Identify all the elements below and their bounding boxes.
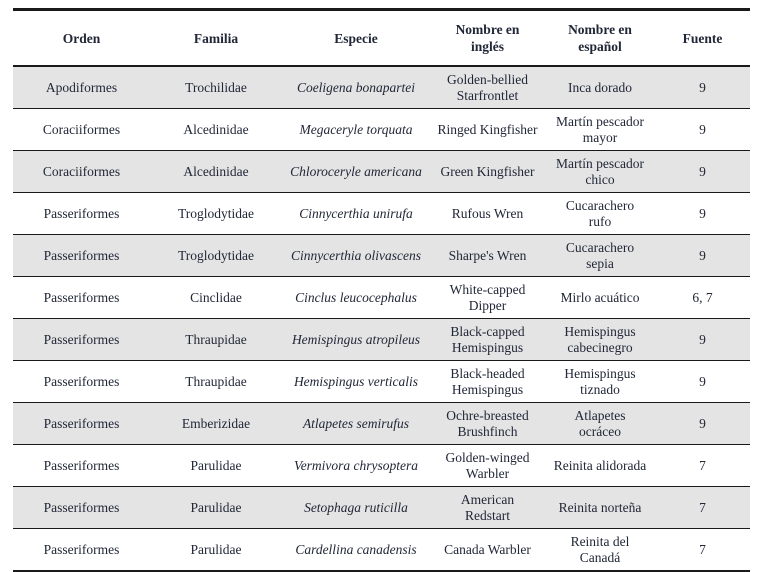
cell-nombre-ingles: White-capped Dipper [430,276,545,319]
cell-nombre-espanol: Reinita norteña [545,486,655,529]
cell-nombre-espanol: Hemispingus tiznado [545,360,655,403]
cell-familia: Emberizidae [150,402,282,445]
cell-nombre-ingles: Black-capped Hemispingus [430,318,545,361]
cell-fuente: 6, 7 [655,276,750,319]
cell-orden: Passeriformes [13,318,150,361]
cell-nombre-ingles: American Redstart [430,486,545,529]
cell-especie: Cinnycerthia olivascens [282,234,430,277]
cell-especie: Cinclus leucocephalus [282,276,430,319]
cell-nombre-ingles: Ochre-breasted Brushfinch [430,402,545,445]
table-row: Passeriformes Thraupidae Hemispingus atr… [13,318,750,361]
cell-fuente: 9 [655,192,750,235]
cell-nombre-ingles: Black-headed Hemispingus [430,360,545,403]
table-row: Passeriformes Emberizidae Atlapetes semi… [13,402,750,445]
cell-fuente: 9 [655,402,750,445]
cell-familia: Troglodytidae [150,234,282,277]
cell-fuente: 7 [655,444,750,487]
cell-fuente: 9 [655,66,750,109]
cell-especie: Coeligena bonapartei [282,66,430,109]
cell-nombre-espanol: Cucarachero sepia [545,234,655,277]
cell-nombre-espanol: Atlapetes ocráceo [545,402,655,445]
cell-orden: Passeriformes [13,360,150,403]
table-row: Passeriformes Troglodytidae Cinnycerthia… [13,192,750,235]
table-row: Coraciiformes Alcedinidae Chloroceryle a… [13,150,750,193]
cell-orden: Passeriformes [13,192,150,235]
cell-fuente: 9 [655,108,750,151]
table-row: Passeriformes Thraupidae Hemispingus ver… [13,360,750,403]
cell-nombre-espanol: Hemispingus cabecinegro [545,318,655,361]
cell-nombre-espanol: Mirlo acuático [545,276,655,319]
table-row: Coraciiformes Alcedinidae Megaceryle tor… [13,108,750,151]
table-row: Passeriformes Troglodytidae Cinnycerthia… [13,234,750,277]
cell-orden: Passeriformes [13,528,150,572]
cell-familia: Parulidae [150,444,282,487]
cell-especie: Chloroceryle americana [282,150,430,193]
cell-orden: Passeriformes [13,444,150,487]
cell-fuente: 7 [655,486,750,529]
cell-fuente: 7 [655,528,750,572]
cell-fuente: 9 [655,360,750,403]
table-row: Passeriformes Parulidae Cardellina canad… [13,528,750,572]
col-header-nombre-espanol: Nombre en español [545,9,655,67]
cell-nombre-espanol: Reinita del Canadá [545,528,655,572]
table-row: Apodiformes Trochilidae Coeligena bonapa… [13,66,750,109]
col-header-fuente: Fuente [655,9,750,67]
cell-familia: Alcedinidae [150,150,282,193]
cell-familia: Trochilidae [150,66,282,109]
cell-nombre-espanol: Cucarachero rufo [545,192,655,235]
cell-orden: Coraciiformes [13,108,150,151]
cell-especie: Vermivora chrysoptera [282,444,430,487]
cell-especie: Atlapetes semirufus [282,402,430,445]
table-row: Passeriformes Parulidae Vermivora chryso… [13,444,750,487]
cell-nombre-ingles: Canada Warbler [430,528,545,572]
cell-familia: Thraupidae [150,318,282,361]
cell-orden: Passeriformes [13,234,150,277]
col-header-familia: Familia [150,9,282,67]
cell-nombre-espanol: Martín pescador mayor [545,108,655,151]
cell-nombre-ingles: Green Kingfisher [430,150,545,193]
table-row: Passeriformes Cinclidae Cinclus leucocep… [13,276,750,319]
cell-especie: Hemispingus verticalis [282,360,430,403]
cell-especie: Cardellina canadensis [282,528,430,572]
cell-familia: Parulidae [150,486,282,529]
header-row: Orden Familia Especie Nombre en inglés N… [13,9,750,67]
bird-species-table: Orden Familia Especie Nombre en inglés N… [13,8,750,572]
cell-familia: Troglodytidae [150,192,282,235]
cell-nombre-ingles: Golden-bellied Starfrontlet [430,66,545,109]
cell-nombre-ingles: Rufous Wren [430,192,545,235]
cell-especie: Setophaga ruticilla [282,486,430,529]
cell-nombre-ingles: Sharpe's Wren [430,234,545,277]
cell-familia: Parulidae [150,528,282,572]
cell-orden: Passeriformes [13,276,150,319]
col-header-orden: Orden [13,9,150,67]
cell-orden: Apodiformes [13,66,150,109]
cell-fuente: 9 [655,234,750,277]
cell-familia: Cinclidae [150,276,282,319]
cell-nombre-ingles: Ringed Kingfisher [430,108,545,151]
cell-familia: Alcedinidae [150,108,282,151]
cell-familia: Thraupidae [150,360,282,403]
table-row: Passeriformes Parulidae Setophaga rutici… [13,486,750,529]
cell-orden: Coraciiformes [13,150,150,193]
cell-orden: Passeriformes [13,402,150,445]
cell-fuente: 9 [655,318,750,361]
cell-especie: Hemispingus atropileus [282,318,430,361]
cell-nombre-espanol: Inca dorado [545,66,655,109]
cell-especie: Cinnycerthia unirufa [282,192,430,235]
cell-orden: Passeriformes [13,486,150,529]
cell-fuente: 9 [655,150,750,193]
cell-especie: Megaceryle torquata [282,108,430,151]
col-header-especie: Especie [282,9,430,67]
col-header-nombre-ingles: Nombre en inglés [430,9,545,67]
cell-nombre-ingles: Golden-winged Warbler [430,444,545,487]
cell-nombre-espanol: Martín pescador chico [545,150,655,193]
cell-nombre-espanol: Reinita alidorada [545,444,655,487]
